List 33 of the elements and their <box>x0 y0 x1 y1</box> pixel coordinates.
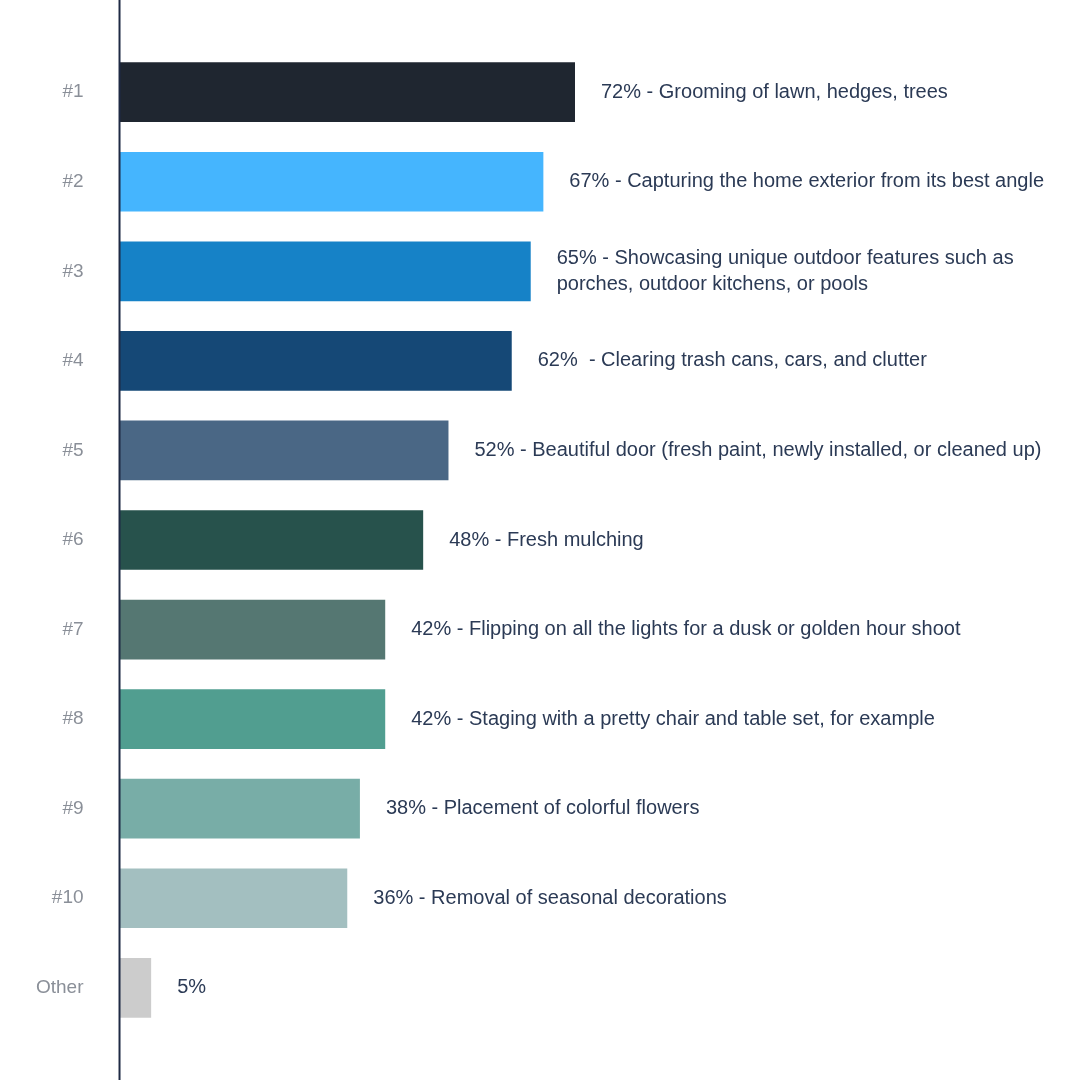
data-label: 65% - Showcasing unique outdoor features such as porches, outdoor kitchens, or pools <box>556 245 1014 294</box>
data-label: 42% - Flipping on all the lights for a dusk or golden hour shoot <box>411 617 961 640</box>
y-tick-label: #1 <box>62 80 84 102</box>
data-label: 38% - Placement of colorful flowers <box>385 796 700 819</box>
y-tick-label: #8 <box>62 707 84 729</box>
bar <box>119 957 152 1018</box>
data-label: 62% - Clearing trash cans, cars, and clutter <box>537 348 928 371</box>
y-tick-label: #7 <box>62 617 84 639</box>
y-tick-label: #3 <box>62 259 84 281</box>
y-tick-label: #2 <box>62 169 84 191</box>
y-tick-label: #6 <box>62 528 84 550</box>
data-label: 67% - Capturing the home exterior from its best angle <box>569 169 1045 192</box>
y-tick-label: #9 <box>62 796 84 818</box>
y-tick-label: #4 <box>62 349 84 371</box>
data-label: 42% - Staging with a pretty chair and table set, for example <box>411 706 935 729</box>
bar <box>119 241 531 302</box>
y-tick-label: Other <box>35 976 85 998</box>
bar <box>119 62 575 123</box>
data-label: 52% - Beautiful door (fresh paint, newly installed, or cleaned up) <box>474 437 1042 460</box>
bar <box>119 778 360 839</box>
data-label: 48% - Fresh mulching <box>449 527 644 550</box>
bar <box>119 331 512 391</box>
y-tick-label: #10 <box>51 886 84 908</box>
data-label: 72% - Grooming of lawn, hedges, trees <box>601 79 948 102</box>
bar <box>119 689 386 749</box>
bar <box>119 868 348 929</box>
bar <box>119 151 544 212</box>
bar <box>119 510 424 570</box>
data-label: 5% <box>177 975 207 998</box>
data-label: 36% - Removal of seasonal decorations <box>373 885 727 908</box>
y-tick-label: #5 <box>62 438 84 460</box>
bar <box>119 420 449 481</box>
bar <box>119 599 386 660</box>
